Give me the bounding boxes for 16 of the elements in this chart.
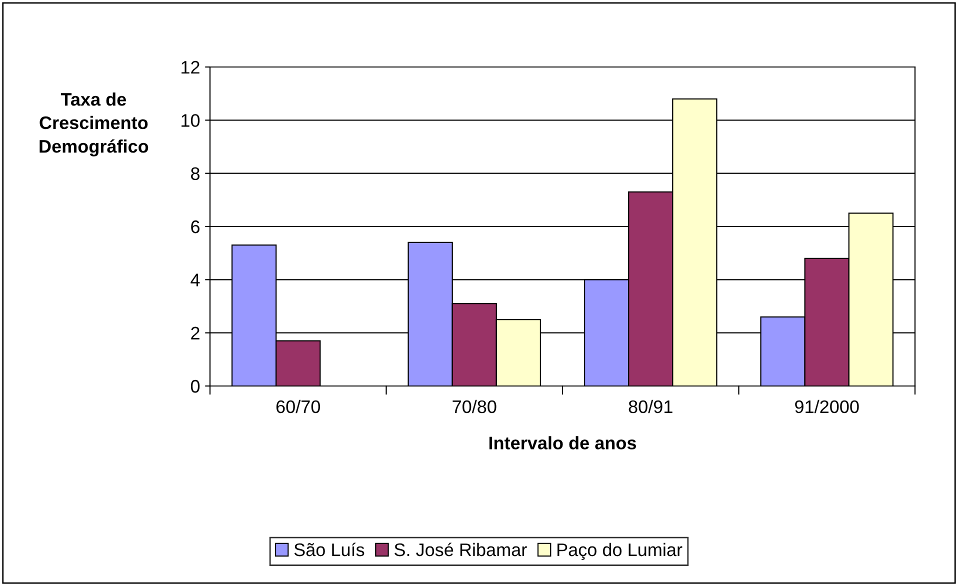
y-tick-label: 0 [190, 380, 200, 393]
legend-label: São Luís [294, 542, 364, 556]
y-tick-label: 2 [191, 326, 200, 340]
legend-label: S. José Ribamar [394, 542, 527, 556]
x-axis-title: Intervalo de anos [489, 436, 636, 450]
x-tick-label: 80/91 [628, 400, 672, 414]
y-tick-label: 6 [191, 220, 200, 234]
y-tick-label: 8 [191, 167, 200, 180]
y-axis-title: Taxa de Crescimento Demográfico [40, 92, 148, 156]
x-tick-label: 70/80 [452, 400, 496, 414]
x-tick-label: 60/70 [276, 400, 320, 414]
x-tick-label: 91/2000 [795, 400, 859, 414]
y-tick-label: 12 [182, 60, 200, 74]
y-tick-label: 10 [182, 114, 200, 127]
y-tick-label: 4 [190, 274, 200, 286]
legend-label: Paço do Lumiar [558, 542, 682, 560]
